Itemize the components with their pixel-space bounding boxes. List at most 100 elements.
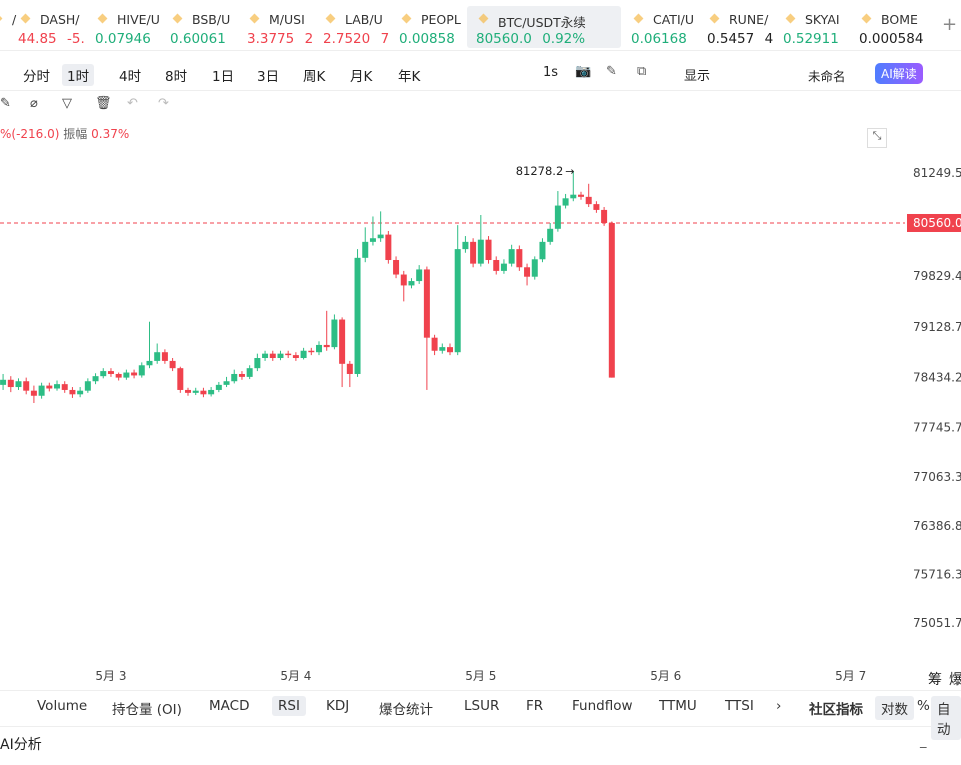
minimize-icon[interactable]: _ [920,734,927,749]
candle-body [200,390,207,395]
tool-icon[interactable]: ⌀ [30,96,38,111]
ticker[interactable]: BSB/U 0.60061 [170,0,244,48]
ticker[interactable]: PEOPL 0.00858 [399,0,473,48]
interval[interactable]: 年K [398,69,421,85]
ticker-name: HIVE/U [117,12,160,27]
candle-body [524,267,531,277]
ticker[interactable]: RUNE/0.5457 4 [707,0,781,48]
ticker-icon [97,13,108,24]
candle-body [254,358,261,369]
layout-name[interactable]: 未命名 [808,69,846,84]
indicator-tab[interactable]: Fundflow [572,698,633,714]
interval[interactable]: 3日 [257,69,280,85]
expand-icon[interactable]: ⤡ [867,128,887,148]
candle-body [262,353,269,359]
ticker-price: 0.07946 [95,31,151,47]
tool-icon[interactable]: ▽ [62,96,72,111]
info-line: %(-216.0) 振幅 0.37% [0,125,129,142]
ticker[interactable]: /- [0,0,64,48]
tool-icon[interactable]: 🗑 [95,96,112,111]
tool-icon[interactable]: ⧉ [637,64,647,79]
y-tick-label: 79128.7 [913,320,961,334]
ticker-name: PEOPL [421,12,461,27]
candle-body [54,384,61,389]
ticker-name: SKYAI [805,12,840,27]
side-label: 爆 [949,672,961,688]
ticker-name: DASH/ [40,12,80,27]
indicator-tab[interactable]: 爆仓统计 [379,702,433,718]
ticker[interactable]: BTC/USDT永续 80560.0 0.92% [476,0,626,48]
ticker[interactable]: BOME 0.000584 [859,0,933,48]
interval[interactable]: 分时 [23,69,50,85]
indicator-tab[interactable]: RSI [272,696,306,716]
ticker-name: LAB/U [345,12,383,27]
candle-body [100,371,107,377]
candle-body [508,249,515,264]
interval[interactable]: 4时 [119,69,142,85]
indicator-tab[interactable]: 持仓量 (OI) [112,702,182,718]
candle-body [177,368,184,390]
ticker-price: 0.00858 [399,31,455,47]
candle-body [377,234,384,239]
x-tick-label: 5月 7 [835,669,866,683]
candle-body [231,373,238,382]
indicator-tab[interactable]: KDJ [326,698,350,714]
more-tabs[interactable]: › [776,698,782,714]
auto-scale[interactable]: 自动 [931,696,961,740]
ticker[interactable]: CATI/U 0.06168 [631,0,705,48]
candle-body [362,241,369,258]
candle-body [316,344,323,353]
ticker[interactable]: M/USI 3.3775 2 [247,0,321,48]
ticker-icon [709,13,720,24]
tool-icon[interactable]: ✎ [0,96,11,111]
community-indicators[interactable]: 社区指标 [809,702,863,718]
indicator-tab[interactable]: LSUR [464,698,500,714]
ai-button[interactable]: AI解读 [875,63,923,84]
ticker-name: BSB/U [192,12,231,27]
interval[interactable]: 1日 [212,69,235,85]
tool-icon[interactable]: 📷 [575,64,592,79]
indicator-tab[interactable]: MACD [209,698,250,714]
candle-body [7,379,14,388]
ticker-price: 0.52911 [783,31,839,47]
log-scale[interactable]: 对数 [875,696,914,720]
candle-body [416,269,423,282]
percent-scale[interactable]: % [917,698,930,714]
candle-body [131,372,138,376]
indicator-tab[interactable]: TTSI [725,698,754,714]
interval[interactable]: 月K [350,69,373,85]
candle-body [269,353,276,359]
candle-body [69,389,76,395]
ticker[interactable]: HIVE/U 0.07946 [95,0,169,48]
ticker-icon [785,13,796,24]
ticker[interactable]: DASH/44.85 -5. [18,0,92,48]
interval[interactable]: 8时 [165,69,188,85]
indicator-tab[interactable]: FR [526,698,544,714]
candle-body [470,241,477,264]
tool-icon[interactable]: ✎ [606,64,617,79]
candle-body [23,381,30,391]
candle-body [346,363,353,374]
interval[interactable]: 周K [303,69,326,85]
indicator-tab[interactable]: TTMU [659,698,697,714]
candle-body [0,379,7,385]
add-icon[interactable]: + [942,14,958,35]
candle-body [285,353,292,356]
speed[interactable]: 1s [543,65,559,80]
candle-body [77,390,84,395]
ticker[interactable]: LAB/U 2.7520 7 [323,0,397,48]
ticker-icon [172,13,183,24]
candle-body [38,385,45,396]
candle-body [462,241,469,250]
indicator-tab[interactable]: Volume [37,698,88,714]
high-arrow: → [565,165,574,178]
interval[interactable]: 1时 [62,64,95,86]
tool-icon[interactable]: ↷ [158,96,169,111]
ticker-name: M/USI [269,12,305,27]
candle-body [354,257,361,374]
ticker[interactable]: SKYAI 0.52911 [783,0,857,48]
display[interactable]: 显示 [684,69,711,84]
indicator-tabs: Volume 持仓量 (OI) MACD RSI KDJ 爆仓统计 LSUR FR Fundfl… [0,690,961,740]
tool-icon[interactable]: ↶ [127,96,138,111]
ai-panel-title[interactable]: AI分析 [0,737,42,753]
